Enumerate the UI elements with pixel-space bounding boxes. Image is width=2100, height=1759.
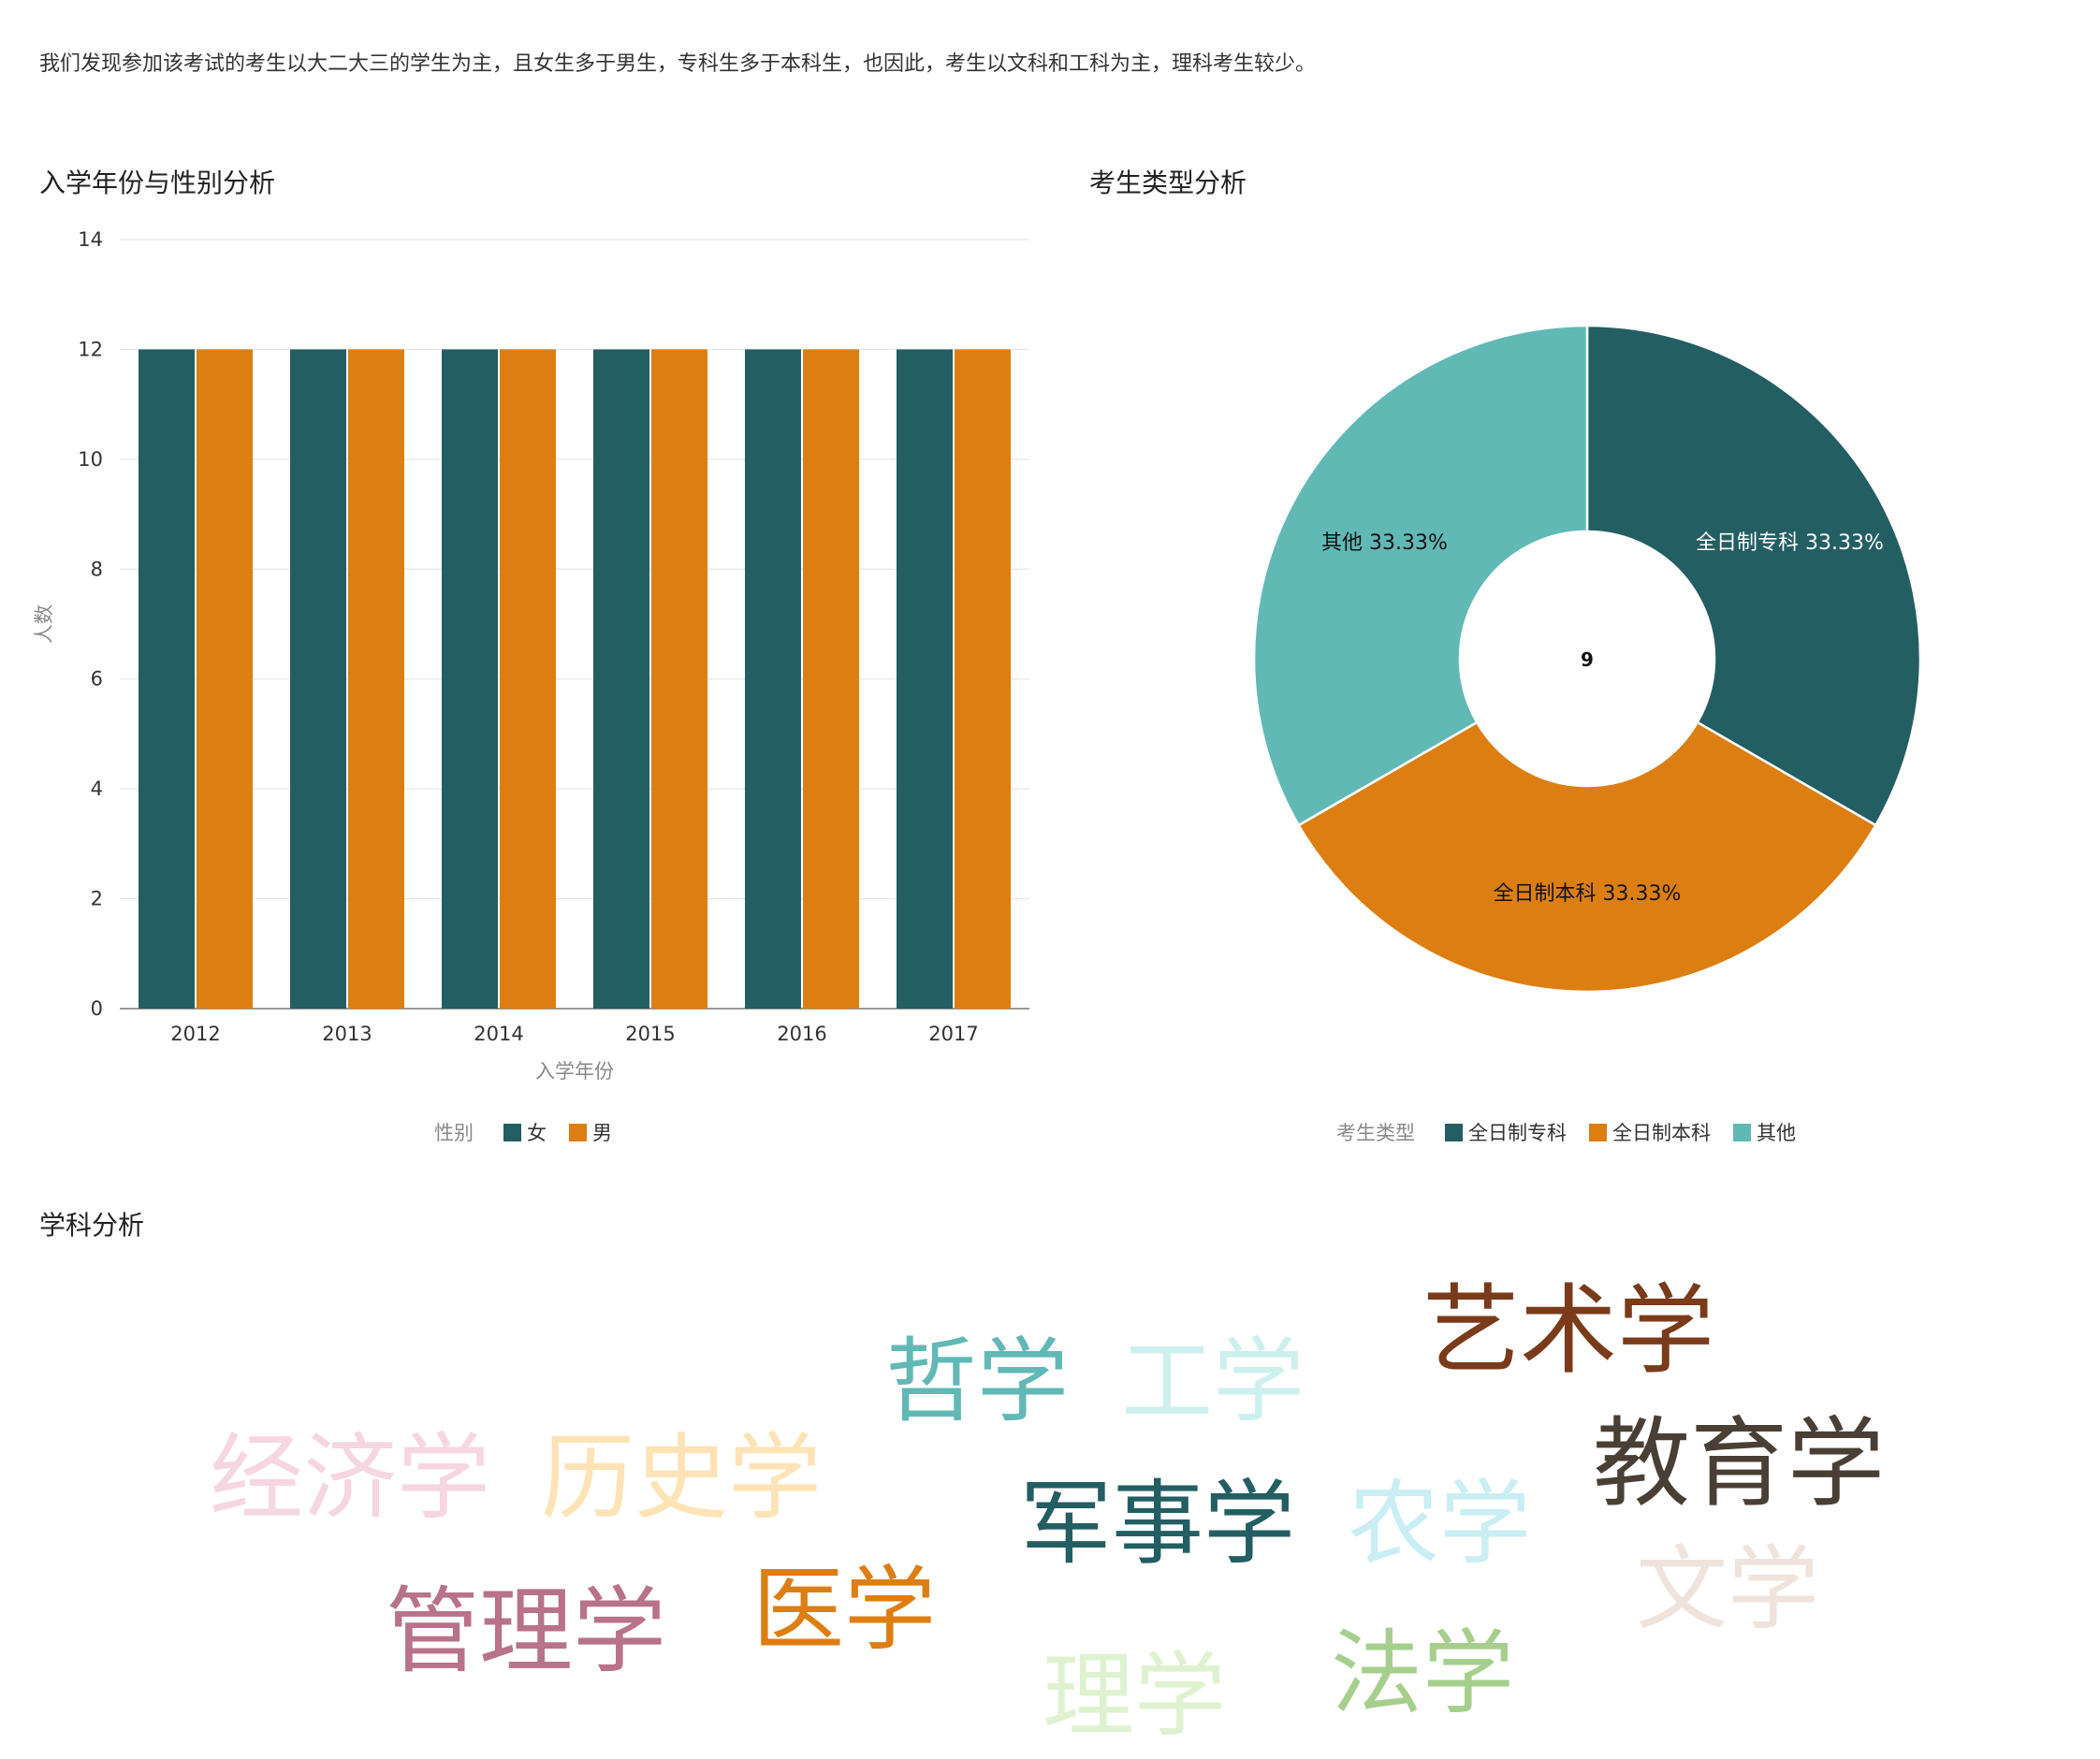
word-law: 法学 xyxy=(1331,1621,1515,1727)
word-military: 军事学 xyxy=(1020,1471,1296,1577)
bar-male-2015[interactable] xyxy=(651,349,707,1009)
wordcloud-title: 学科分析 xyxy=(39,1210,145,1241)
legend-item-fulltime-college[interactable]: 全日制专科 xyxy=(1445,1118,1567,1146)
bar-legend: 性别 女 男 xyxy=(434,1118,625,1146)
legend-item-male[interactable]: 男 xyxy=(569,1118,612,1146)
legend-swatch-fulltime-college xyxy=(1445,1123,1463,1141)
word-literature: 文学 xyxy=(1636,1536,1820,1643)
bar-male-2014[interactable] xyxy=(500,349,556,1009)
y-tick-label: 6 xyxy=(91,668,103,691)
slice-label-2: 其他 33.33% xyxy=(1321,531,1448,555)
bar-male-2012[interactable] xyxy=(197,349,253,1009)
legend-item-other[interactable]: 其他 xyxy=(1733,1118,1796,1146)
word-engineering: 工学 xyxy=(1121,1329,1305,1435)
slice-1[interactable] xyxy=(1296,720,1878,994)
bar-male-2016[interactable] xyxy=(803,349,859,1009)
x-tick-label: 2016 xyxy=(777,1023,826,1045)
legend-label-fulltime-college: 全日制专科 xyxy=(1468,1122,1567,1144)
slice-label-1: 全日制本科 33.33% xyxy=(1494,882,1682,906)
intro-text: 我们发现参加该考试的考生以大二大三的学生为主，且女生多于男生，专科生多于本科生，… xyxy=(39,52,1317,76)
word-science: 理学 xyxy=(1043,1643,1227,1750)
legend-label-fulltime-undergrad: 全日制本科 xyxy=(1612,1122,1711,1144)
donut-chart: 全日制专科 33.33% 全日制本科 33.33% 其他 33.33% 9 xyxy=(1252,324,1922,994)
bar-female-2013[interactable] xyxy=(290,349,346,1009)
y-tick-label: 8 xyxy=(91,558,103,580)
word-economics: 经济学 xyxy=(210,1423,490,1533)
legend-label-male: 男 xyxy=(592,1122,612,1144)
slice-0[interactable] xyxy=(1585,324,1922,827)
slice-2[interactable] xyxy=(1252,324,1589,827)
y-tick-label: 10 xyxy=(78,448,103,471)
legend-swatch-male xyxy=(569,1123,587,1141)
word-management: 管理学 xyxy=(386,1577,666,1686)
legend-swatch-female xyxy=(503,1123,521,1141)
bar-female-2012[interactable] xyxy=(139,349,195,1009)
legend-item-fulltime-undergrad[interactable]: 全日制本科 xyxy=(1589,1118,1711,1146)
bar-chart: 0 2 4 6 8 10 12 14 2012 2013 2014 2015 2016 2017 入学年份 人… xyxy=(33,228,1029,1083)
legend-swatch-fulltime-undergrad xyxy=(1589,1123,1607,1141)
legend-item-female[interactable]: 女 xyxy=(503,1118,547,1146)
pie-legend-title: 考生类型 xyxy=(1336,1122,1415,1144)
x-tick-label: 2012 xyxy=(170,1023,220,1045)
bar-chart-title: 入学年份与性别分析 xyxy=(39,167,276,198)
x-tick-label: 2013 xyxy=(322,1023,372,1045)
legend-label-other: 其他 xyxy=(1757,1122,1796,1144)
word-agriculture: 农学 xyxy=(1348,1471,1532,1577)
y-tick-label: 2 xyxy=(91,888,103,910)
bar-female-2015[interactable] xyxy=(593,349,649,1009)
bar-male-2017[interactable] xyxy=(955,349,1011,1009)
y-tick-label: 12 xyxy=(78,338,103,360)
bar-female-2017[interactable] xyxy=(897,349,953,1009)
x-tick-label: 2015 xyxy=(625,1023,675,1045)
y-tick-label: 14 xyxy=(78,228,103,251)
legend-swatch-other xyxy=(1733,1123,1751,1141)
word-history: 历史学 xyxy=(541,1423,822,1533)
legend-label-female: 女 xyxy=(527,1122,547,1144)
x-tick-label: 2014 xyxy=(474,1023,523,1045)
y-tick-label: 4 xyxy=(91,778,103,800)
word-art: 艺术学 xyxy=(1422,1273,1715,1388)
y-tick-label: 0 xyxy=(91,997,103,1020)
bar-female-2016[interactable] xyxy=(745,349,801,1009)
word-philosophy: 哲学 xyxy=(885,1329,1070,1435)
bar-legend-title: 性别 xyxy=(434,1122,474,1144)
x-tick-label: 2017 xyxy=(928,1023,978,1045)
y-axis-title: 人数 xyxy=(33,604,55,644)
bar-female-2014[interactable] xyxy=(442,349,498,1009)
pie-legend: 考生类型 全日制专科 全日制本科 其他 xyxy=(1336,1118,1809,1146)
word-medicine: 医学 xyxy=(752,1557,937,1664)
slice-label-0: 全日制专科 33.33% xyxy=(1696,531,1884,555)
bar-male-2013[interactable] xyxy=(348,349,404,1009)
x-axis-title: 入学年份 xyxy=(535,1060,614,1083)
pie-chart-title: 考生类型分析 xyxy=(1089,167,1247,198)
donut-center-value: 9 xyxy=(1581,648,1594,671)
word-education: 教育学 xyxy=(1593,1406,1886,1520)
